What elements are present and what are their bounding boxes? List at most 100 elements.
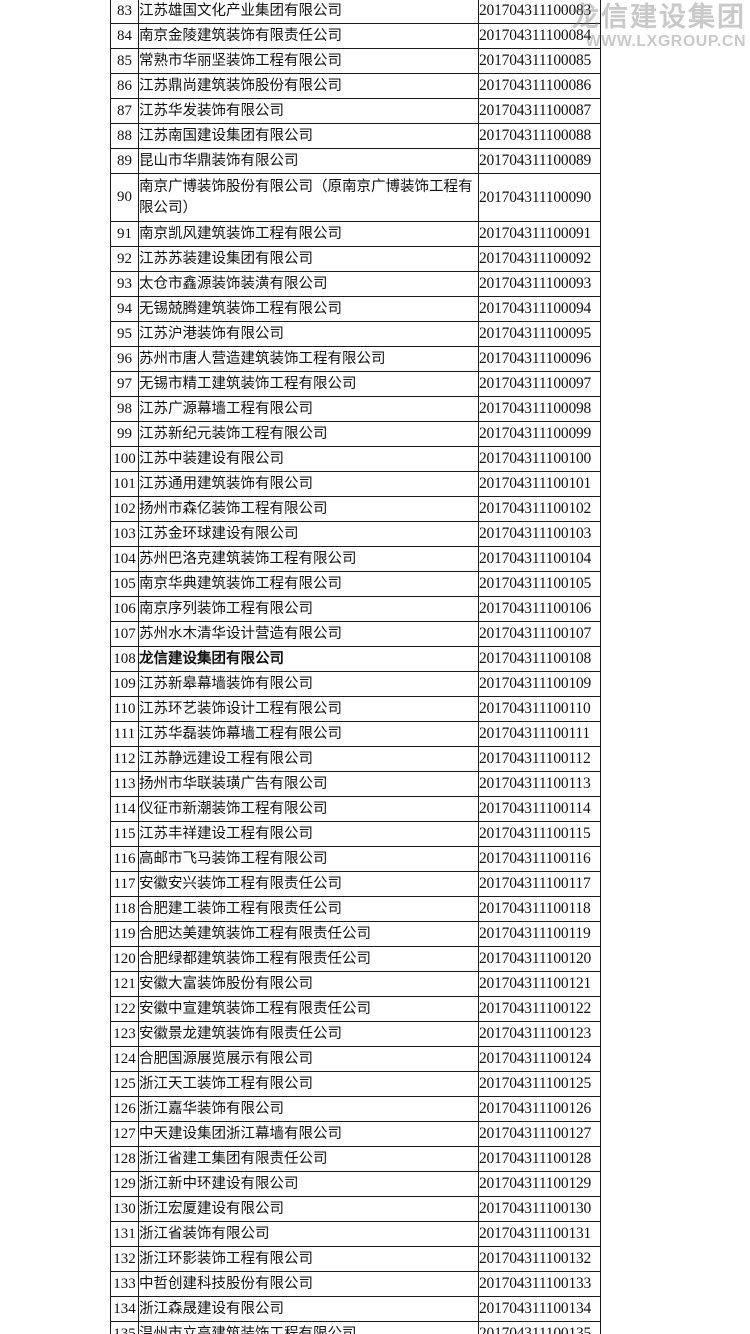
certificate-code-cell: 201704311100119	[478, 921, 601, 947]
table-row: 112 江苏静远建设工程有限公司 201704311100112	[110, 746, 601, 772]
row-index-cell: 117	[110, 871, 139, 897]
row-index-cell: 122	[110, 996, 139, 1022]
table-row: 90 南京广博装饰股份有限公司（原南京广博装饰工程有限公司） 20170431110…	[110, 173, 601, 222]
company-name-cell: 江苏新皋幕墙装饰有限公司	[138, 671, 479, 697]
company-name-cell: 浙江天工装饰工程有限公司	[138, 1071, 479, 1097]
certificate-code-cell: 201704311100113	[478, 771, 601, 797]
table-row: 133 中哲创建科技股份有限公司 201704311100133	[110, 1271, 601, 1297]
row-index-cell: 100	[110, 446, 139, 472]
company-name-cell: 浙江省装饰有限公司	[138, 1221, 479, 1247]
table-row: 101 江苏通用建筑装饰有限公司 201704311100101	[110, 471, 601, 497]
table-row: 127 中天建设集团浙江幕墙有限公司 201704311100127	[110, 1121, 601, 1147]
certificate-code-cell: 201704311100092	[478, 246, 601, 272]
certificate-code-cell: 201704311100134	[478, 1296, 601, 1322]
company-name-cell: 合肥达美建筑装饰工程有限责任公司	[138, 921, 479, 947]
certificate-code-cell: 201704311100091	[478, 221, 601, 247]
certificate-code-cell: 201704311100133	[478, 1271, 601, 1297]
certificate-code-cell: 201704311100116	[478, 846, 601, 872]
certificate-code-cell: 201704311100098	[478, 396, 601, 422]
row-index-cell: 130	[110, 1196, 139, 1222]
row-index-cell: 90	[110, 173, 139, 222]
company-name-cell: 南京凯风建筑装饰工程有限公司	[138, 221, 479, 247]
row-index-cell: 97	[110, 371, 139, 397]
certificate-code-cell: 201704311100101	[478, 471, 601, 497]
company-registry-table: 83 江苏雄国文化产业集团有限公司 201704311100083 84 南京金陵建筑装…	[110, 0, 601, 1334]
table-row: 117 安徽安兴装饰工程有限责任公司 201704311100117	[110, 871, 601, 897]
table-row: 116 高邮市飞马装饰工程有限公司 201704311100116	[110, 846, 601, 872]
company-name-cell: 浙江森晟建设有限公司	[138, 1296, 479, 1322]
table-row: 114 仪征市新潮装饰工程有限公司 201704311100114	[110, 796, 601, 822]
row-index-cell: 126	[110, 1096, 139, 1122]
certificate-code-cell: 201704311100100	[478, 446, 601, 472]
table-row: 122 安徽中宣建筑装饰工程有限责任公司 201704311100122	[110, 996, 601, 1022]
table-row: 104 苏州巴洛克建筑装饰工程有限公司 201704311100104	[110, 546, 601, 572]
row-index-cell: 107	[110, 621, 139, 647]
row-index-cell: 110	[110, 696, 139, 722]
company-name-cell: 江苏华发装饰有限公司	[138, 98, 479, 124]
row-index-cell: 95	[110, 321, 139, 347]
row-index-cell: 115	[110, 821, 139, 847]
table-row: 119 合肥达美建筑装饰工程有限责任公司 201704311100119	[110, 921, 601, 947]
row-index-cell: 111	[110, 721, 139, 747]
certificate-code-cell: 201704311100121	[478, 971, 601, 997]
table-row: 126 浙江嘉华装饰有限公司 201704311100126	[110, 1096, 601, 1122]
company-name-cell: 浙江新中环建设有限公司	[138, 1171, 479, 1197]
table-row: 91 南京凯风建筑装饰工程有限公司 201704311100091	[110, 221, 601, 247]
company-name-cell: 南京金陵建筑装饰有限责任公司	[138, 23, 479, 49]
row-index-cell: 105	[110, 571, 139, 597]
certificate-code-cell: 201704311100120	[478, 946, 601, 972]
certificate-code-cell: 201704311100089	[478, 148, 601, 174]
certificate-code-cell: 201704311100085	[478, 48, 601, 74]
company-name-cell: 高邮市飞马装饰工程有限公司	[138, 846, 479, 872]
row-index-cell: 119	[110, 921, 139, 947]
table-row: 125 浙江天工装饰工程有限公司 201704311100125	[110, 1071, 601, 1097]
company-name-cell: 江苏丰祥建设工程有限公司	[138, 821, 479, 847]
company-name-cell: 江苏苏装建设集团有限公司	[138, 246, 479, 272]
company-name-cell: 江苏华磊装饰幕墙工程有限公司	[138, 721, 479, 747]
company-name-cell: 南京广博装饰股份有限公司（原南京广博装饰工程有限公司）	[138, 173, 479, 222]
table-row: 96 苏州市唐人营造建筑装饰工程有限公司 201704311100096	[110, 346, 601, 372]
row-index-cell: 116	[110, 846, 139, 872]
table-row: 123 安徽景龙建筑装饰有限责任公司 201704311100123	[110, 1021, 601, 1047]
row-index-cell: 92	[110, 246, 139, 272]
company-name-cell: 温州市立高建筑装饰工程有限公司	[138, 1321, 479, 1334]
row-index-cell: 127	[110, 1121, 139, 1147]
certificate-code-cell: 201704311100084	[478, 23, 601, 49]
company-name-cell: 太仓市鑫源装饰装潢有限公司	[138, 271, 479, 297]
company-name-cell: 江苏南国建设集团有限公司	[138, 123, 479, 149]
certificate-code-cell: 201704311100122	[478, 996, 601, 1022]
row-index-cell: 129	[110, 1171, 139, 1197]
row-index-cell: 128	[110, 1146, 139, 1172]
row-index-cell: 99	[110, 421, 139, 447]
table-row: 132 浙江环影装饰工程有限公司 201704311100132	[110, 1246, 601, 1272]
row-index-cell: 89	[110, 148, 139, 174]
certificate-code-cell: 201704311100126	[478, 1096, 601, 1122]
row-index-cell: 121	[110, 971, 139, 997]
company-name-cell: 浙江嘉华装饰有限公司	[138, 1096, 479, 1122]
company-name-cell: 常熟市华丽坚装饰工程有限公司	[138, 48, 479, 74]
table-row: 106 南京序列装饰工程有限公司 201704311100106	[110, 596, 601, 622]
row-index-cell: 102	[110, 496, 139, 522]
certificate-code-cell: 201704311100117	[478, 871, 601, 897]
row-index-cell: 94	[110, 296, 139, 322]
row-index-cell: 120	[110, 946, 139, 972]
certificate-code-cell: 201704311100128	[478, 1146, 601, 1172]
company-registry-table-container: 83 江苏雄国文化产业集团有限公司 201704311100083 84 南京金陵建筑装…	[110, 0, 601, 1334]
certificate-code-cell: 201704311100132	[478, 1246, 601, 1272]
certificate-code-cell: 201704311100096	[478, 346, 601, 372]
certificate-code-cell: 201704311100090	[478, 173, 601, 222]
row-index-cell: 113	[110, 771, 139, 797]
table-row: 111 江苏华磊装饰幕墙工程有限公司 201704311100111	[110, 721, 601, 747]
row-index-cell: 108	[110, 646, 139, 672]
company-name-cell: 无锡兢腾建筑装饰工程有限公司	[138, 296, 479, 322]
certificate-code-cell: 201704311100112	[478, 746, 601, 772]
certificate-code-cell: 201704311100129	[478, 1171, 601, 1197]
row-index-cell: 84	[110, 23, 139, 49]
table-row: 108 龙信建设集团有限公司 201704311100108	[110, 646, 601, 672]
row-index-cell: 118	[110, 896, 139, 922]
certificate-code-cell: 201704311100106	[478, 596, 601, 622]
certificate-code-cell: 201704311100088	[478, 123, 601, 149]
table-row: 129 浙江新中环建设有限公司 201704311100129	[110, 1171, 601, 1197]
company-name-cell: 江苏金环球建设有限公司	[138, 521, 479, 547]
